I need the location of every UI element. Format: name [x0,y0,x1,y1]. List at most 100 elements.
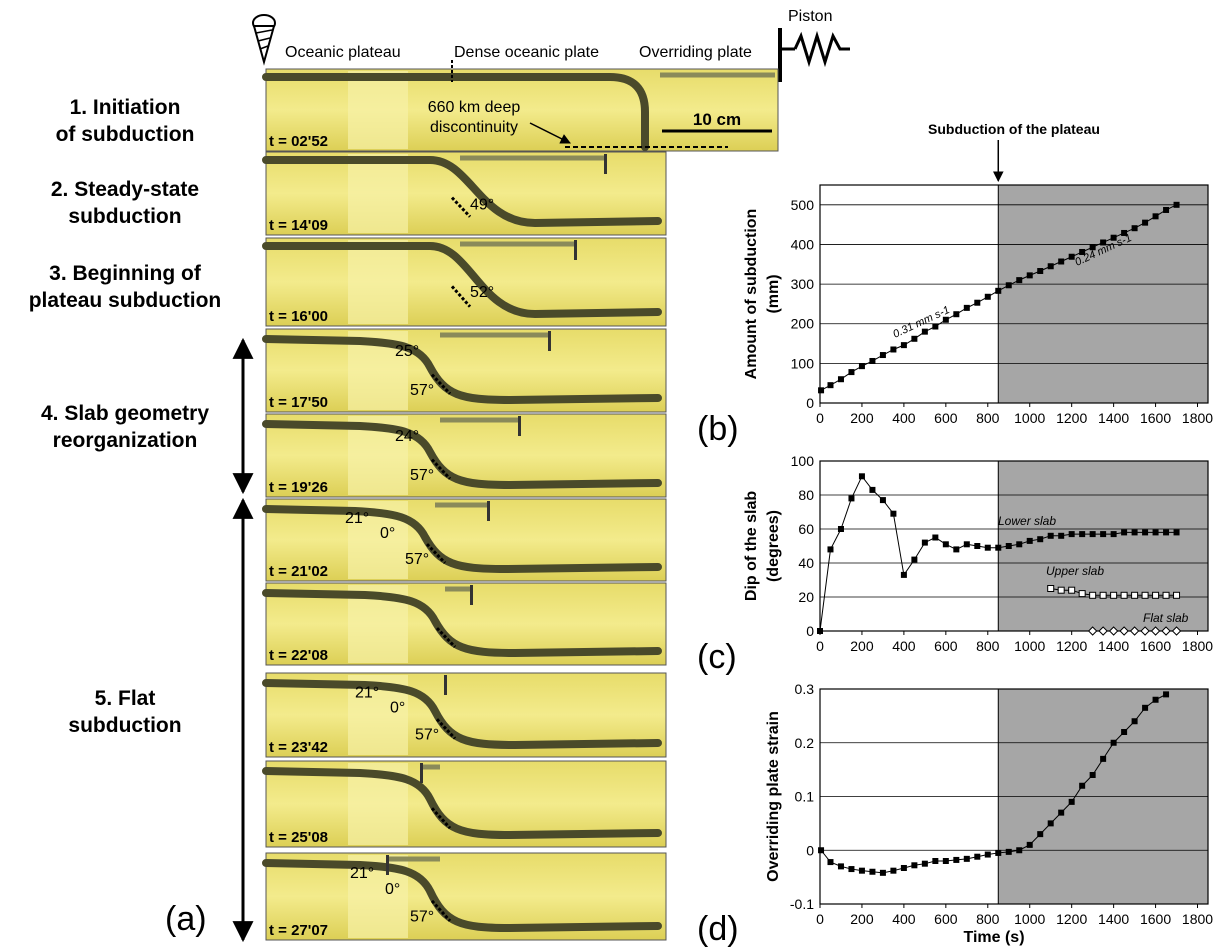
slab [262,335,662,405]
data-point [837,863,844,870]
panel-label: (b) [697,410,739,448]
x-tick-label: 1800 [1182,410,1213,426]
x-tick-label: 1000 [1014,911,1045,927]
data-point [1121,729,1128,735]
data-point [911,556,918,563]
data-point [1005,848,1012,855]
x-tick-label: 1600 [1140,911,1171,927]
x-axis-label: Time (s) [963,929,1024,946]
slab [262,242,662,319]
x-tick-label: 1600 [1140,410,1171,426]
data-point [932,534,939,541]
data-point [1140,626,1150,636]
stage-3-line-2: plateau subduction [28,289,222,312]
dip-measure-line [435,627,457,648]
y-tick-label: 0.2 [795,735,815,751]
data-point [818,847,825,854]
discontinuity-label-line-2: discontinuity [430,119,518,136]
dip-angle-label: 57° [415,726,439,743]
data-point [1121,529,1128,536]
dip-angle-label: 57° [410,467,434,484]
dip-angle-label: 0° [385,881,400,898]
x-tick-label: 1400 [1098,410,1129,426]
data-point [1016,847,1023,854]
data-point [1120,591,1128,599]
discontinuity-label-line-1: 660 km deep [428,99,521,116]
data-point [1171,626,1182,636]
data-point [984,293,991,300]
stage-1-line-1: 1. Initiation [69,96,181,119]
piston-marker [574,240,577,260]
data-point [1037,831,1044,838]
data-point [848,495,855,502]
series-label: Upper slab [1046,564,1104,578]
y-tick-label: 0 [806,623,814,639]
dip-angle-label: 21° [350,865,374,882]
slab [262,156,662,228]
dip-angle-label: 21° [355,684,379,701]
snapshot-time: t = 17'50 [269,394,328,411]
data-point [1058,258,1065,265]
data-point [963,541,970,548]
data-point [1026,537,1033,544]
data-point [900,342,907,349]
piston-marker [386,855,389,875]
data-point [869,357,876,364]
data-point [1047,532,1054,539]
x-tick-label: 200 [850,638,874,654]
data-point [1005,543,1012,549]
data-point [848,866,855,873]
slab [262,679,662,750]
photo-strips: t = 02'52 t = 14'09 49° t = 16'00 52° t = 17'… [262,68,779,941]
data-point [1121,229,1128,236]
dip-angle-label: 49° [470,196,494,213]
data-point [1058,809,1065,816]
slab [262,589,662,658]
data-point [1016,277,1023,284]
dip-measure-line [435,718,457,740]
series-label: Lower slab [998,514,1056,528]
snapshot-time: t = 19'26 [269,479,328,496]
data-point [1110,234,1117,241]
data-point [942,541,949,548]
stage-2-line-2: subduction [68,205,182,228]
slab [262,505,662,574]
dip-angle-label: 0° [380,525,395,542]
x-tick-label: 800 [976,911,1000,927]
data-point [1141,591,1149,599]
data-point [995,849,1002,856]
dip-angle-label: 57° [410,909,434,926]
piston-marker [604,154,607,174]
label-piston: Piston [788,8,832,25]
y-axis-label: Amount of subduction [743,209,760,380]
data-point [818,387,825,394]
data-point [827,382,834,389]
x-tick-label: 600 [934,410,958,426]
data-point [1142,529,1149,536]
stage-5-line-1: 5. Flat [94,687,156,710]
data-point [995,544,1002,551]
data-point [1037,268,1044,275]
y-axis-label: (mm) [765,274,782,313]
data-point [879,352,886,359]
screw-icon [252,14,276,66]
x-tick-label: 800 [976,638,1000,654]
panel-a-label: (a) [165,900,207,938]
data-point [1058,532,1065,539]
data-point [1068,531,1075,538]
data-point [879,497,886,504]
data-point [1131,529,1138,536]
dip-measure-line [450,196,472,218]
data-point [921,860,928,867]
x-tick-label: 400 [892,410,916,426]
y-tick-label: 80 [798,487,814,503]
dip-angle-label: 21° [345,510,369,527]
data-point [1089,531,1096,538]
data-point [1131,718,1138,725]
y-tick-label: 60 [798,521,814,537]
plateau-zone [348,71,408,149]
data-point [953,311,960,318]
dip-measure-line [430,807,452,830]
stage-label-4: 4. Slab geometry reorganization [0,400,250,454]
x-tick-label: 1200 [1056,638,1087,654]
